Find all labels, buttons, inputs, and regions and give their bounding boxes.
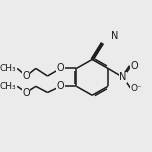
Text: N: N [119, 72, 127, 82]
Text: O: O [22, 71, 30, 81]
Text: CH₃: CH₃ [0, 64, 17, 73]
Text: O: O [131, 61, 138, 71]
Text: O: O [57, 81, 64, 91]
Text: CH₃: CH₃ [0, 82, 17, 91]
Text: O: O [57, 63, 64, 73]
Text: O⁻: O⁻ [131, 84, 142, 93]
Text: O: O [22, 88, 30, 97]
Text: N: N [111, 31, 118, 41]
